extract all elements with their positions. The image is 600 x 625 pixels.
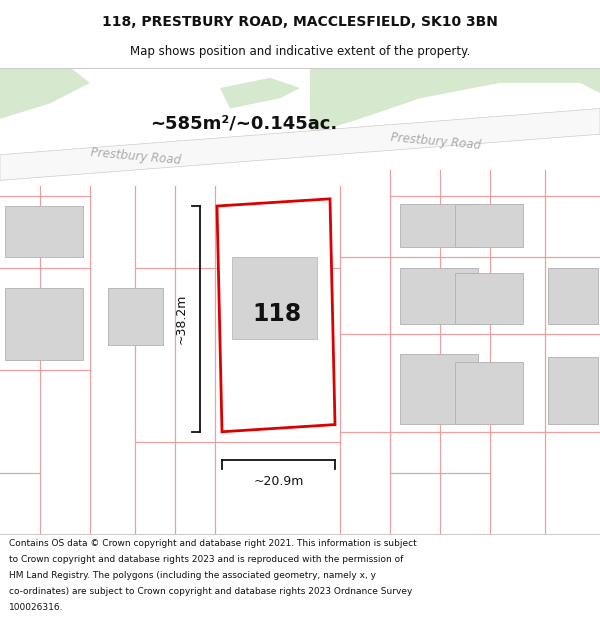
Bar [108,288,163,344]
Text: ~585m²/~0.145ac.: ~585m²/~0.145ac. [150,115,337,133]
Text: co-ordinates) are subject to Crown copyright and database rights 2023 Ordnance S: co-ordinates) are subject to Crown copyr… [9,588,412,596]
Bar [5,288,83,360]
Text: Map shows position and indicative extent of the property.: Map shows position and indicative extent… [130,44,470,58]
Bar [455,204,523,247]
Text: Prestbury Road: Prestbury Road [90,146,182,168]
Bar [232,258,317,339]
Text: ~20.9m: ~20.9m [253,475,304,488]
Bar [400,354,478,424]
Polygon shape [0,68,90,119]
Bar [400,204,478,247]
Bar [5,206,83,258]
Bar [548,357,598,424]
Text: 100026316.: 100026316. [9,603,64,612]
Bar [455,272,523,324]
Polygon shape [217,199,335,432]
Text: HM Land Registry. The polygons (including the associated geometry, namely x, y: HM Land Registry. The polygons (includin… [9,571,376,580]
Text: ~38.2m: ~38.2m [175,294,188,344]
Text: Prestbury Road: Prestbury Road [390,131,482,152]
Polygon shape [220,78,300,109]
Bar [400,268,478,324]
Text: Contains OS data © Crown copyright and database right 2021. This information is : Contains OS data © Crown copyright and d… [9,539,417,548]
Bar [548,268,598,324]
Bar [455,362,523,424]
Text: 118: 118 [253,302,302,326]
Polygon shape [0,109,600,181]
Polygon shape [310,68,600,134]
Text: to Crown copyright and database rights 2023 and is reproduced with the permissio: to Crown copyright and database rights 2… [9,555,403,564]
Text: 118, PRESTBURY ROAD, MACCLESFIELD, SK10 3BN: 118, PRESTBURY ROAD, MACCLESFIELD, SK10 … [102,14,498,29]
